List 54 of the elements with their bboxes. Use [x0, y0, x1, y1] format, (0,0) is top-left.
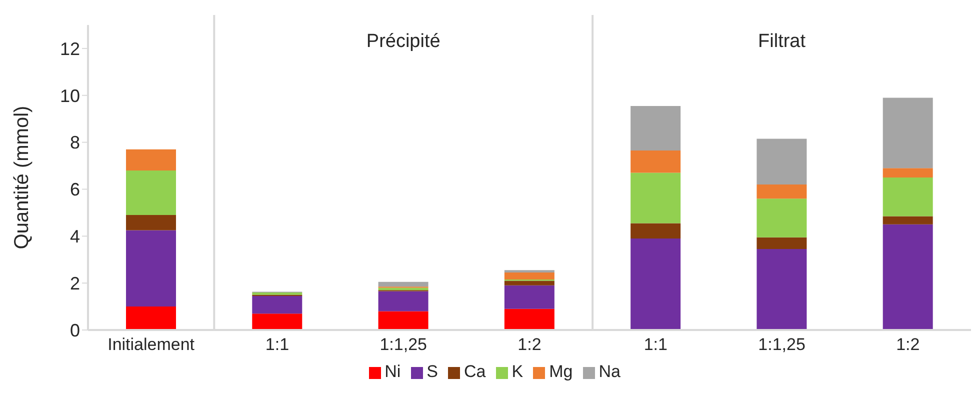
bar — [756, 138, 807, 185]
bar — [126, 149, 176, 170]
bar — [882, 98, 933, 168]
legend-label: Mg — [549, 362, 573, 381]
bar — [882, 178, 933, 216]
bar — [504, 308, 554, 330]
x-tick-label: 1:1,25 — [758, 335, 806, 354]
bar — [378, 291, 428, 312]
bar — [882, 224, 933, 330]
annotation: Précipité — [366, 31, 440, 52]
bar — [630, 238, 681, 330]
bar — [630, 106, 681, 151]
bar — [756, 249, 807, 330]
x-tick-label: 1:2 — [518, 335, 542, 354]
bar — [126, 170, 176, 216]
annotation: Filtrat — [758, 31, 806, 52]
legend-label: S — [426, 362, 438, 381]
bar — [504, 272, 554, 280]
bar — [504, 285, 554, 309]
legend-label: Ni — [384, 362, 401, 381]
bar — [378, 311, 428, 330]
y-tick-label: 0 — [70, 320, 80, 340]
bar — [504, 280, 554, 286]
y-tick-label: 10 — [60, 86, 80, 106]
x-tick-label: Initialement — [108, 335, 195, 354]
y-tick-label: 6 — [70, 180, 80, 200]
bar — [252, 292, 302, 295]
y-tick-label: 2 — [70, 273, 80, 294]
bar — [756, 237, 807, 250]
bar — [378, 282, 428, 287]
legend-label: K — [512, 362, 524, 381]
x-tick-label: 1:1,25 — [380, 335, 427, 354]
y-tick-label: 4 — [70, 226, 80, 247]
bar — [126, 306, 176, 330]
bar — [630, 172, 681, 224]
bar — [882, 216, 933, 224]
legend-label: Ca — [464, 362, 486, 381]
bar — [630, 223, 681, 238]
bar — [252, 314, 302, 330]
bar — [882, 168, 933, 178]
bar — [126, 215, 176, 230]
y-axis-title: Quantité (mmol) — [11, 106, 34, 250]
x-tick-label: 1:1 — [265, 335, 290, 354]
bar — [756, 184, 807, 199]
bar — [504, 270, 554, 273]
legend-label: Na — [598, 362, 620, 381]
x-tick-label: 1:2 — [896, 335, 920, 354]
bar — [252, 296, 302, 314]
y-tick-label: 8 — [70, 132, 80, 153]
bar — [756, 198, 807, 238]
y-tick-label: 12 — [60, 38, 80, 59]
x-tick-label: 1:1 — [644, 335, 668, 354]
bar — [126, 230, 176, 307]
bar — [630, 150, 681, 173]
